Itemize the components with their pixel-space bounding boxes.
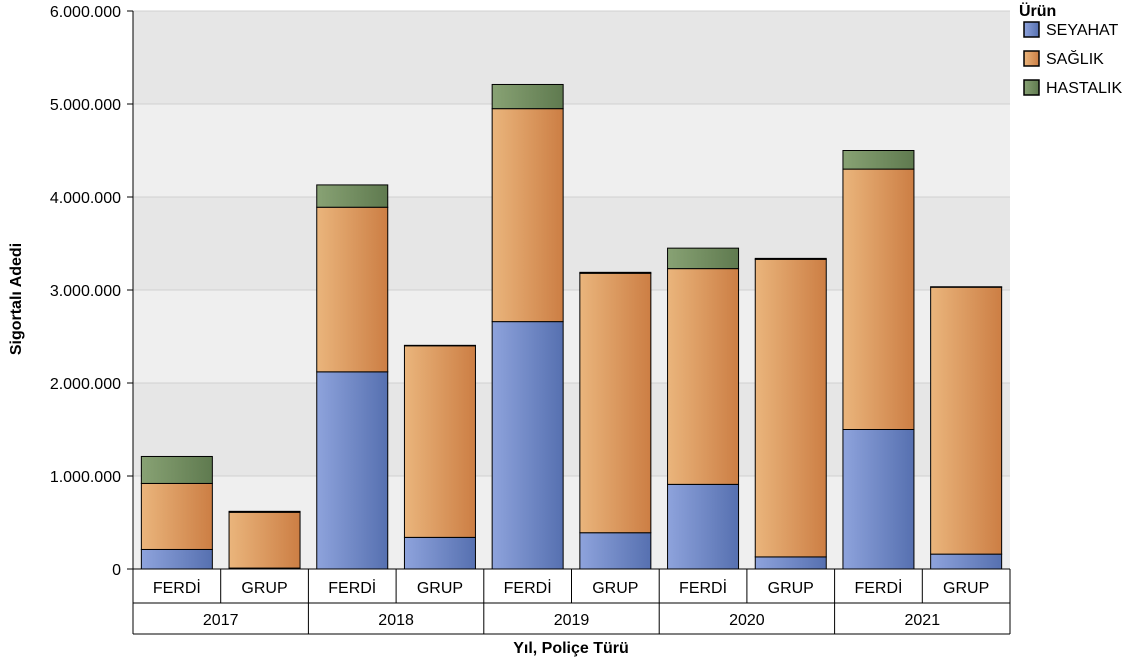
legend-label: HASTALIK — [1046, 80, 1123, 97]
y-axis-title: Sigortalı Adedi — [8, 243, 25, 355]
legend-title: Ürün — [1019, 1, 1056, 20]
x-axis: FERDİ GRUP FERDİ GRUP FERDİ GRUP FERDİ GRUP FERD… — [132, 568, 1011, 635]
bar-seyahat — [754, 556, 827, 570]
x-tick-label: GRUP — [592, 580, 638, 597]
legend-swatch — [1023, 50, 1040, 67]
x-group-label: 2019 — [554, 612, 590, 629]
bar-sağlik — [491, 108, 564, 323]
bar-sağlik — [667, 268, 740, 485]
bar-hastalik — [316, 184, 389, 208]
y-tick-label: 4.000.000 — [50, 190, 121, 207]
bar-hastalik — [228, 510, 301, 513]
legend-label: SAĞLIK — [1046, 49, 1104, 68]
x-tick-label: GRUP — [241, 580, 287, 597]
bar-sağlik — [579, 272, 652, 534]
x-axis-title: Yıl, Poliçe Türü — [513, 640, 629, 657]
bar-seyahat — [491, 321, 564, 570]
bar-sağlik — [228, 511, 301, 569]
legend-swatch — [1023, 79, 1040, 96]
bar-seyahat — [930, 553, 1003, 570]
legend: Ürün SEYAHAT SAĞLIK HASTALIK — [1019, 1, 1123, 97]
bar-seyahat — [579, 532, 652, 570]
bar-sağlik — [140, 482, 213, 550]
bar-sağlik — [403, 345, 476, 538]
y-axis: 0 1.000.000 2.000.000 3.000.000 4.000.000 5.0… — [50, 4, 134, 579]
bar-seyahat — [140, 548, 213, 570]
bars — [140, 83, 1003, 570]
plot-band — [133, 11, 1010, 104]
bar-hastalik — [491, 83, 564, 110]
x-tick-label: GRUP — [417, 580, 463, 597]
bar-seyahat — [316, 371, 389, 570]
bar-sağlik — [930, 286, 1003, 555]
x-group-label: 2020 — [729, 612, 765, 629]
x-group-label: 2021 — [905, 612, 941, 629]
y-tick-label: 2.000.000 — [50, 376, 121, 393]
y-tick-label: 1.000.000 — [50, 469, 121, 486]
bar-sağlik — [754, 258, 827, 558]
bar-sağlik — [842, 168, 915, 430]
legend-label: SEYAHAT — [1046, 22, 1119, 39]
x-group-label: 2017 — [203, 612, 239, 629]
x-tick-label: GRUP — [943, 580, 989, 597]
y-tick-label: 5.000.000 — [50, 97, 121, 114]
bar-hastalik — [754, 257, 827, 260]
bar-sağlik — [316, 206, 389, 373]
bar-hastalik — [579, 271, 652, 274]
x-group-label: 2018 — [378, 612, 414, 629]
y-tick-label: 6.000.000 — [50, 4, 121, 21]
y-tick-label: 0 — [112, 562, 121, 579]
x-tick-label: FERDİ — [854, 578, 902, 597]
legend-swatch — [1023, 21, 1040, 38]
bar-seyahat — [403, 536, 476, 570]
x-tick-label: GRUP — [768, 580, 814, 597]
x-tick-label: FERDİ — [153, 578, 201, 597]
bar-seyahat — [667, 483, 740, 570]
bar-hastalik — [140, 455, 213, 484]
x-tick-label: FERDİ — [679, 578, 727, 597]
y-tick-label: 3.000.000 — [50, 283, 121, 300]
bar-hastalik — [842, 150, 915, 170]
bar-seyahat — [842, 429, 915, 570]
x-tick-label: FERDİ — [328, 578, 376, 597]
x-tick-label: FERDİ — [504, 578, 552, 597]
bar-hastalik — [667, 247, 740, 270]
